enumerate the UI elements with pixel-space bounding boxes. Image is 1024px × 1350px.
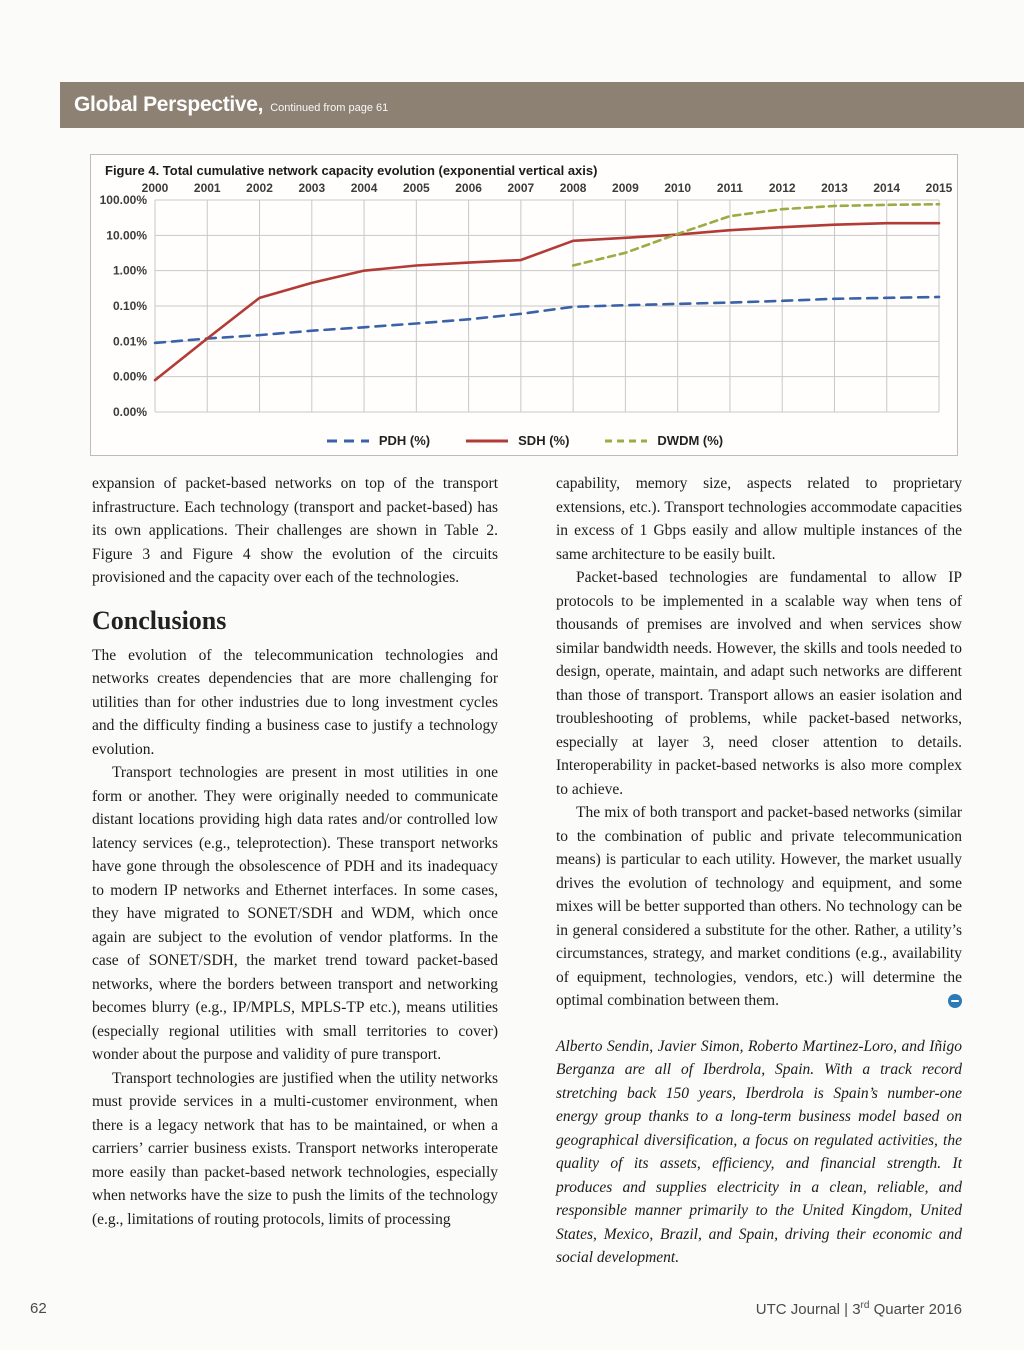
- axis-year-label: 2011: [717, 181, 743, 195]
- ordinal-suffix: rd: [860, 1300, 870, 1311]
- dwdm-line: [571, 202, 941, 267]
- legend-item-dwdm: DWDM (%): [603, 433, 723, 448]
- axis-year-label: 2004: [351, 181, 378, 195]
- paragraph: capability, memory size, aspects related…: [556, 475, 962, 563]
- capacity-evolution-chart: 2000 2001 2002 2003 2004 2005 2006 2007 2008 2009…: [100, 181, 953, 419]
- y-tick-label: 1.00%: [113, 264, 147, 278]
- sdh-line: [153, 221, 941, 382]
- y-tick-label: 0.10%: [113, 299, 147, 313]
- axis-year-label: 2012: [769, 181, 796, 195]
- legend-label-pdh: PDH (%): [378, 433, 431, 448]
- y-tick-label: 0.00%: [113, 370, 147, 384]
- section-header-band: Global Perspective, Continued from page …: [60, 82, 1024, 128]
- right-column: capability, memory size, aspects related…: [556, 472, 962, 1270]
- y-tick-label: 10.00%: [106, 228, 147, 242]
- paragraph: Transport technologies are present in mo…: [92, 764, 498, 1063]
- axis-year-label: 2013: [821, 181, 848, 195]
- axis-year-label: 2000: [142, 181, 169, 195]
- paragraph: The evolution of the telecommunication t…: [92, 646, 498, 758]
- paragraph: The mix of both transport and packet-bas…: [556, 801, 962, 1013]
- legend-item-sdh: SDH (%): [464, 433, 569, 448]
- legend-label-dwdm: DWDM (%): [657, 433, 724, 448]
- axis-year-label: 2010: [664, 181, 691, 195]
- axis-year-label: 2008: [560, 181, 587, 195]
- axis-year-label: 2005: [403, 181, 430, 195]
- utc-logo-icon: [948, 994, 962, 1008]
- figure-panel: Figure 4. Total cumulative network capac…: [90, 154, 958, 456]
- legend-label-sdh: SDH (%): [518, 433, 570, 448]
- paragraph: expansion of packet-based networks on to…: [92, 475, 498, 586]
- paragraph: Packet-based technologies are fundamenta…: [556, 569, 962, 798]
- y-tick-label: 100.00%: [100, 193, 148, 207]
- quarter-text: Quarter 2016: [869, 1301, 962, 1318]
- axis-year-label: 2015: [926, 181, 953, 195]
- axis-year-label: 2001: [194, 181, 221, 195]
- axis-year-label: 2002: [246, 181, 273, 195]
- sdh-line-sample: [466, 439, 509, 442]
- section-title: Global Perspective,: [74, 93, 264, 116]
- axis-year-label: 2009: [612, 181, 639, 195]
- legend-item-pdh: PDH (%): [325, 433, 430, 448]
- author-bio: Alberto Sendin, Javier Simon, Roberto Ma…: [556, 1037, 962, 1267]
- section-subtitle: Continued from page 61: [270, 102, 389, 114]
- axis-year-label: 2014: [873, 181, 900, 195]
- axis-year-label: 2007: [508, 181, 535, 195]
- conclusions-heading: Conclusions: [92, 605, 227, 635]
- y-tick-label: 0.01%: [113, 334, 147, 348]
- paragraph: Transport technologies are justified whe…: [92, 1069, 498, 1228]
- y-tick-label: 0.00%: [113, 405, 147, 419]
- pdh-line-sample: [326, 439, 369, 442]
- dwdm-line-sample: [605, 439, 648, 442]
- pdh-line: [153, 295, 941, 345]
- axis-year-label: 2003: [298, 181, 325, 195]
- chart-legend: PDH (%) SDH (%) DWDM (%): [91, 433, 957, 448]
- left-column: expansion of packet-based networks on to…: [92, 472, 498, 1231]
- page-number: 62: [30, 1300, 47, 1317]
- paragraph-text: The mix of both transport and packet-bas…: [556, 804, 962, 1009]
- figure-caption: Figure 4. Total cumulative network capac…: [105, 163, 598, 178]
- journal-title: UTC Journal | 3: [755, 1301, 861, 1318]
- axis-year-label: 2006: [455, 181, 482, 195]
- journal-footer: UTC Journal | 3rd Quarter 2016: [756, 1300, 962, 1318]
